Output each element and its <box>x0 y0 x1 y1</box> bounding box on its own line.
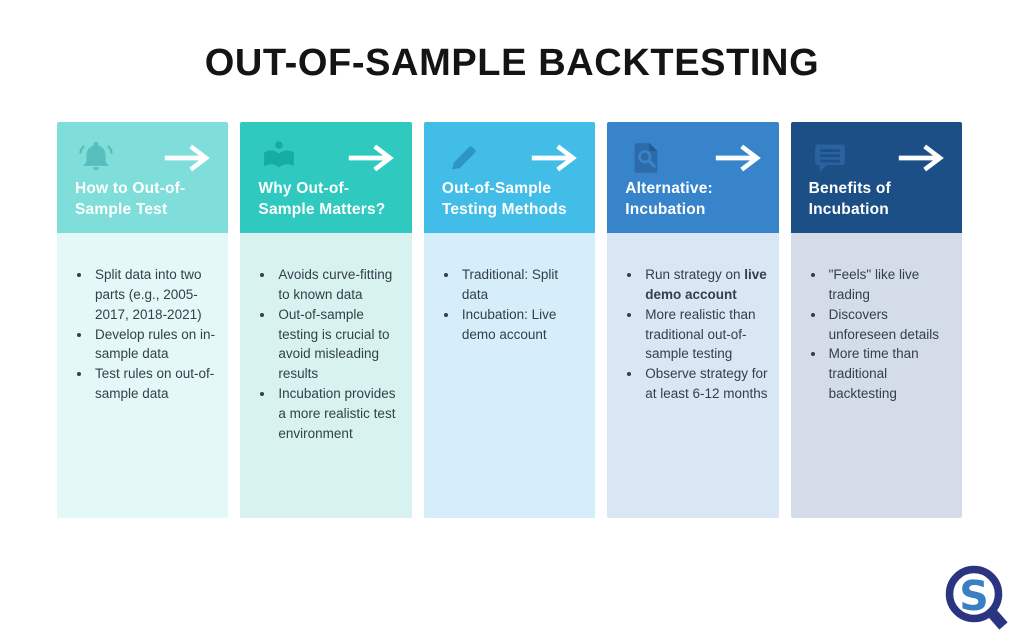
bullet-item: Test rules on out-of-sample data <box>92 364 218 404</box>
arrow-right-icon <box>898 144 944 172</box>
bullet-item: Out-of-sample testing is crucial to avoi… <box>275 305 401 384</box>
chat-bubble-icon <box>814 144 845 172</box>
logo-ring <box>945 565 1003 623</box>
bullet-item: Observe strategy for at least 6-12 month… <box>642 364 768 404</box>
arrow-right-icon <box>165 144 211 172</box>
card-body: "Feels" like live tradingDiscovers unfor… <box>790 233 963 518</box>
card-header: Out-of-Sample Testing Methods <box>423 122 596 233</box>
card-header: Alternative: Incubation <box>607 122 779 233</box>
bullet-list: Split data into two parts (e.g., 2005-20… <box>71 265 218 404</box>
arrow-right-icon <box>531 144 578 172</box>
file-search-icon <box>634 143 658 173</box>
card-title: Why Out-of-Sample Matters? <box>258 180 386 219</box>
qs-magnifier-logo: S <box>945 565 1008 630</box>
bullet-item: More realistic than traditional out-of-s… <box>642 305 768 365</box>
logo-tail <box>986 607 1008 630</box>
bullet-list: "Feels" like live tradingDiscovers unfor… <box>805 265 952 404</box>
logo-letter: S <box>959 572 989 620</box>
bullet-item: "Feels" like live trading <box>826 265 952 305</box>
bullet-list: Avoids curve-fitting to known dataOut-of… <box>254 265 401 444</box>
bullet-item: Traditional: Split data <box>459 265 585 305</box>
bullet-item: Incubation: Live demo account <box>459 305 585 345</box>
bullet-item: Avoids curve-fitting to known data <box>275 265 401 305</box>
pencil-icon <box>451 146 476 170</box>
card-body: Avoids curve-fitting to known dataOut-of… <box>240 233 412 518</box>
card-header-icons <box>75 137 214 179</box>
bullet-item: Run strategy on live demo account <box>642 265 768 305</box>
bullet-item: Split data into two parts (e.g., 2005-20… <box>92 265 218 325</box>
arrow-right-icon <box>348 144 394 172</box>
bullet-item: Discovers unforeseen details <box>826 305 952 345</box>
card-header-icons <box>442 137 581 179</box>
bullet-item: Incubation provides a more realistic tes… <box>275 384 401 444</box>
card-header-icons <box>625 137 764 179</box>
card-title: Benefits of Incubation <box>808 180 891 219</box>
bell-icon <box>79 141 113 171</box>
card-how-to-out-of-sample-test: How to Out-of-Sample Test Split data int… <box>57 122 229 518</box>
arrow-right-icon <box>715 144 761 172</box>
card-why-out-of-sample-matters: Why Out-of-Sample Matters? Avoids curve-… <box>240 122 412 518</box>
card-out-of-sample-testing-methods: Out-of-Sample Testing Methods Traditiona… <box>423 122 596 518</box>
bullet-item: Develop rules on in-sample data <box>92 325 218 365</box>
card-header-icons <box>258 137 397 179</box>
card-alternative-incubation: Alternative: Incubation Run strategy on … <box>607 122 779 518</box>
card-body: Traditional: Split dataIncubation: Live … <box>423 233 596 518</box>
card-header: Why Out-of-Sample Matters? <box>240 122 412 233</box>
card-title: How to Out-of-Sample Test <box>75 180 186 219</box>
card-title: Out-of-Sample Testing Methods <box>441 180 567 219</box>
card-header-icons <box>809 137 948 179</box>
card-body: Split data into two parts (e.g., 2005-20… <box>57 233 229 518</box>
bullet-list: Traditional: Split dataIncubation: Live … <box>438 265 585 344</box>
bullet-list: Run strategy on live demo accountMore re… <box>621 265 768 404</box>
bullet-item: More time than traditional backtesting <box>826 344 952 404</box>
page-title: OUT-OF-SAMPLE BACKTESTING <box>204 42 820 84</box>
card-body: Run strategy on live demo accountMore re… <box>607 233 779 518</box>
card-benefits-of-incubation: Benefits of Incubation "Feels" like live… <box>790 122 963 518</box>
card-title: Alternative: Incubation <box>625 180 713 219</box>
reading-book-icon <box>264 141 295 168</box>
card-header: How to Out-of-Sample Test <box>57 122 229 233</box>
card-header: Benefits of Incubation <box>790 122 963 233</box>
cards-row: How to Out-of-Sample Test Split data int… <box>57 122 963 518</box>
